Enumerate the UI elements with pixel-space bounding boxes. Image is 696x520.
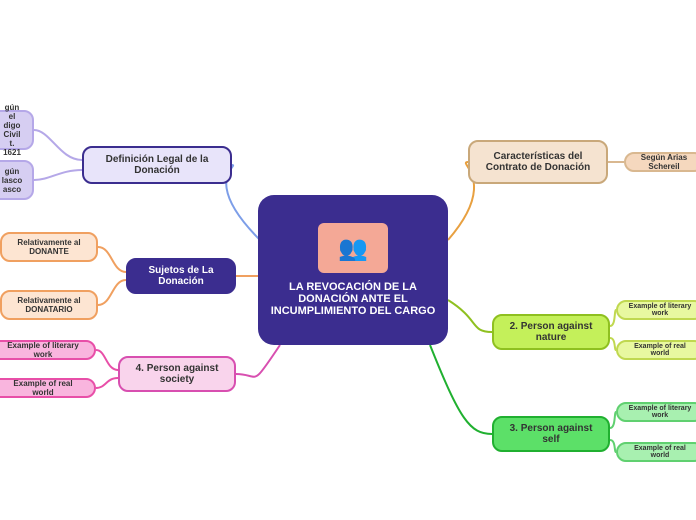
node-car1[interactable]: Según Arias Schereil xyxy=(624,152,696,172)
node-p2[interactable]: 2. Person against nature xyxy=(492,314,610,350)
node-p2b[interactable]: Example of real world xyxy=(616,340,696,360)
center-node[interactable]: 👥 LA REVOCACIÓN DE LA DONACIÓN ANTE EL I… xyxy=(258,195,448,345)
node-p4b[interactable]: Example of real world xyxy=(0,378,96,398)
node-suj[interactable]: Sujetos de La Donación xyxy=(126,258,236,294)
node-p3a[interactable]: Example of literary work xyxy=(616,402,696,422)
node-p4[interactable]: 4. Person against society xyxy=(118,356,236,392)
node-def2[interactable]: gún lasco asco xyxy=(0,160,34,200)
center-icon: 👥 xyxy=(318,223,388,273)
node-def[interactable]: Definición Legal de la Donación xyxy=(82,146,232,184)
center-title: LA REVOCACIÓN DE LA DONACIÓN ANTE EL INC… xyxy=(270,281,436,317)
node-p2a[interactable]: Example of literary work xyxy=(616,300,696,320)
node-def1[interactable]: gún el digo Civil t. 1621 xyxy=(0,110,34,150)
node-p3[interactable]: 3. Person against self xyxy=(492,416,610,452)
node-suj2[interactable]: Relativamente al DONATARIO xyxy=(0,290,98,320)
node-car[interactable]: Características del Contrato de Donación xyxy=(468,140,608,184)
node-p3b[interactable]: Example of real world xyxy=(616,442,696,462)
node-suj1[interactable]: Relativamente al DONANTE xyxy=(0,232,98,262)
node-p4a[interactable]: Example of literary work xyxy=(0,340,96,360)
